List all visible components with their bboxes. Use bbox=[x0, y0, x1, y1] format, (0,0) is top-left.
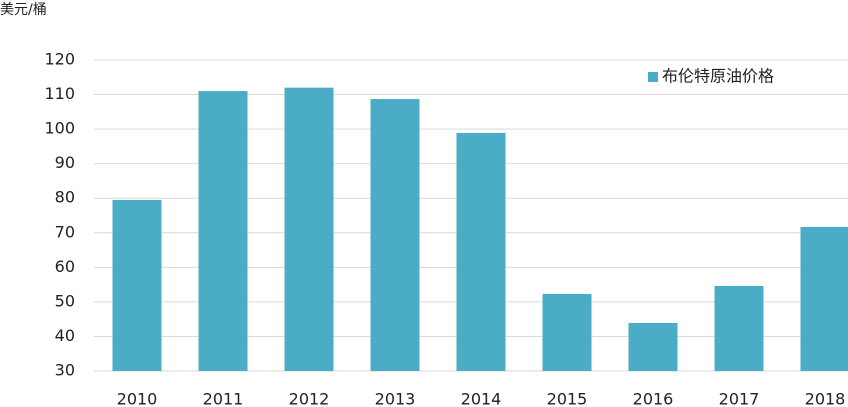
legend-label: 布伦特原油价格 bbox=[662, 67, 774, 86]
y-tick-label: 60 bbox=[55, 257, 75, 276]
x-tick-label: 2015 bbox=[547, 390, 588, 407]
x-tick-label: 2011 bbox=[203, 390, 244, 407]
x-tick-label: 2017 bbox=[719, 390, 760, 407]
bar bbox=[112, 199, 162, 371]
y-tick-label: 120 bbox=[44, 50, 75, 69]
bar bbox=[628, 322, 678, 371]
legend-swatch bbox=[648, 72, 658, 82]
bar bbox=[284, 87, 334, 372]
bar bbox=[198, 91, 248, 371]
y-tick-label: 100 bbox=[44, 119, 75, 138]
x-tick-label: 2012 bbox=[289, 390, 330, 407]
bar bbox=[800, 226, 848, 371]
y-tick-label: 110 bbox=[44, 84, 75, 103]
y-tick-label: 50 bbox=[55, 291, 75, 310]
y-tick-label: 80 bbox=[55, 188, 75, 207]
y-axis-label: 美元/桶 bbox=[0, 2, 47, 18]
bar bbox=[370, 99, 420, 371]
x-tick-label: 2010 bbox=[117, 390, 158, 407]
y-tick-label: 40 bbox=[55, 326, 75, 345]
bar bbox=[714, 285, 764, 371]
x-tick-label: 2016 bbox=[633, 390, 674, 407]
bar bbox=[542, 293, 592, 371]
x-tick-label: 2014 bbox=[461, 390, 502, 407]
y-tick-label: 90 bbox=[55, 153, 75, 172]
x-tick-label: 2018 bbox=[805, 390, 846, 407]
y-tick-label: 70 bbox=[55, 222, 75, 241]
bar bbox=[456, 132, 506, 371]
y-tick-label: 30 bbox=[55, 361, 75, 380]
x-tick-label: 2013 bbox=[375, 390, 416, 407]
